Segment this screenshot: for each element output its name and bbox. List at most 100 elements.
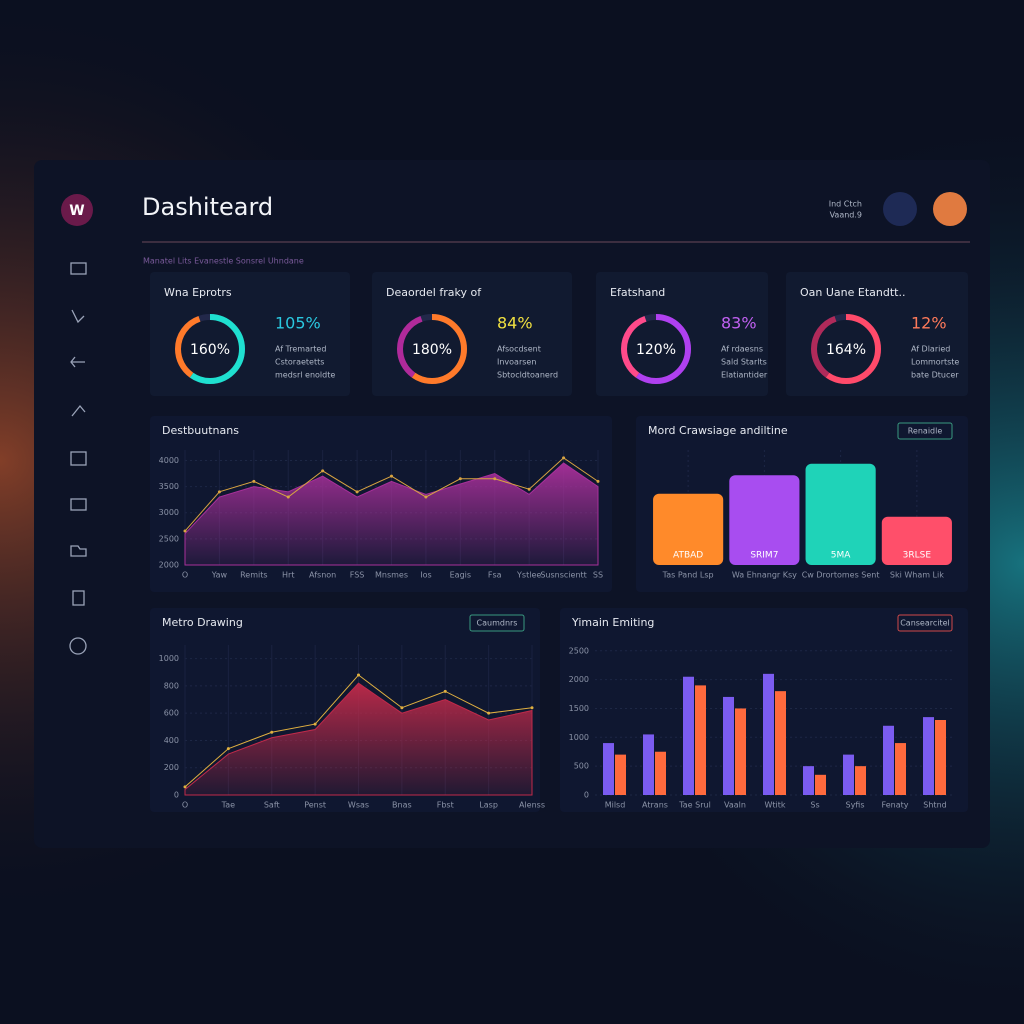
ring-arc [621,314,691,384]
point [493,477,497,481]
x-tick-label: SS [593,571,603,580]
y-tick-label: 500 [574,762,589,771]
chart-title: Mord Crawsiage andiltine [648,424,788,437]
y-tick-label: 0 [584,791,589,800]
bar [655,751,666,795]
x-tick-label: Milsd [605,801,626,810]
point [252,479,256,483]
bar [763,673,774,795]
area [184,462,599,566]
x-tick-label: Bnas [392,801,412,810]
x-tick-label: O [182,571,188,580]
y-tick-label: 1000 [569,733,589,742]
x-tick-label: Yaw [211,571,228,580]
x-tick-label: Fsa [488,571,502,580]
x-tick-label: Wa Ehnangr Ksy [732,571,797,580]
x-tick-label: FSS [350,571,365,580]
bar [895,743,906,795]
avatar[interactable] [933,192,967,226]
point [321,469,325,473]
nav-icon[interactable] [70,262,87,275]
x-tick-label: Susnscientt [540,571,586,580]
chart-button[interactable] [897,422,953,440]
x-tick-label: Ystlee [516,571,541,580]
bar [803,766,814,795]
bar-label: SRIM7 [750,551,778,561]
point [226,747,230,751]
chart-button[interactable] [897,614,953,632]
x-tick-label: Hrt [282,571,294,580]
x-tick-label: Cw Drortomes Sent [802,571,880,580]
point [313,722,317,726]
kpi-detail: Cstoraetetts [275,358,324,367]
ring-arc [811,314,881,384]
sidebar [69,262,87,655]
kpi-card [372,272,572,396]
nav-icon[interactable] [71,404,86,417]
y-tick-label: 600 [164,709,179,718]
kpi-detail: Af Dlaried [911,345,950,354]
x-tick-label: Penst [304,801,326,810]
x-tick-label: Eagis [450,571,471,580]
nav-icon[interactable] [71,309,85,324]
x-tick-label: Lasp [479,801,498,810]
nav-icon[interactable] [70,498,87,511]
notification-button[interactable] [883,192,917,226]
nav-icon[interactable] [72,590,85,606]
ring-arc [175,314,245,384]
x-tick-label: Fbst [437,801,454,810]
point [424,495,428,499]
y-tick-label: 2500 [569,646,589,655]
kpi-title: Wna Eprotrs [164,286,232,299]
x-tick-label: Ski Wham Lik [890,571,944,580]
y-tick-label: 2500 [159,534,179,543]
chart-title: Destbuutnans [162,424,239,437]
user-line: Ind Ctch [829,200,862,209]
nav-icon[interactable] [70,356,85,368]
kpi-detail: bate Dtucer [911,371,959,380]
x-tick-label: Atrans [642,801,668,810]
kpi-detail: Lommortste [911,358,959,367]
kpi-detail: Af rdaesns [721,345,763,354]
nav-icon[interactable] [70,451,87,466]
y-tick-label: 1500 [569,704,589,713]
ring-arc [811,314,881,384]
ring-value: 164% [826,342,866,358]
bar [775,691,786,795]
point [217,490,221,494]
nav-icon[interactable] [69,637,87,655]
logo-text: W [69,203,84,219]
ring-value: 160% [190,342,230,358]
x-tick-label: Ss [810,801,819,810]
kpi-detail: Sbtocldtoanerd [497,371,558,380]
ring-arc [397,314,467,384]
y-tick-label: 800 [164,681,179,690]
point [357,673,360,677]
point [390,474,393,478]
ring-arc [175,314,245,384]
point [530,706,534,710]
kpi-stat: 84% [497,314,533,333]
kpi-title: Deaordel fraky of [386,286,482,299]
chart-button[interactable] [469,614,525,632]
page-title: Dashiteard [142,193,273,221]
point [527,487,531,491]
point [183,529,187,533]
point [286,495,290,499]
bar [615,754,626,795]
bar [723,696,734,795]
kpi-stat: 105% [275,314,321,333]
bar [695,685,706,795]
bar-label: 5MA [831,551,851,561]
bar [923,717,934,795]
bar [805,463,876,565]
y-tick-label: 2000 [159,561,179,570]
kpi-title: Efatshand [610,286,665,299]
y-tick-label: 2000 [569,675,589,684]
chart-button-label: Caumdnrs [477,619,518,628]
user-line: Vaand.9 [830,211,862,220]
nav-icon[interactable] [70,545,87,557]
chart-button-label: Cansearcitel [900,619,950,628]
